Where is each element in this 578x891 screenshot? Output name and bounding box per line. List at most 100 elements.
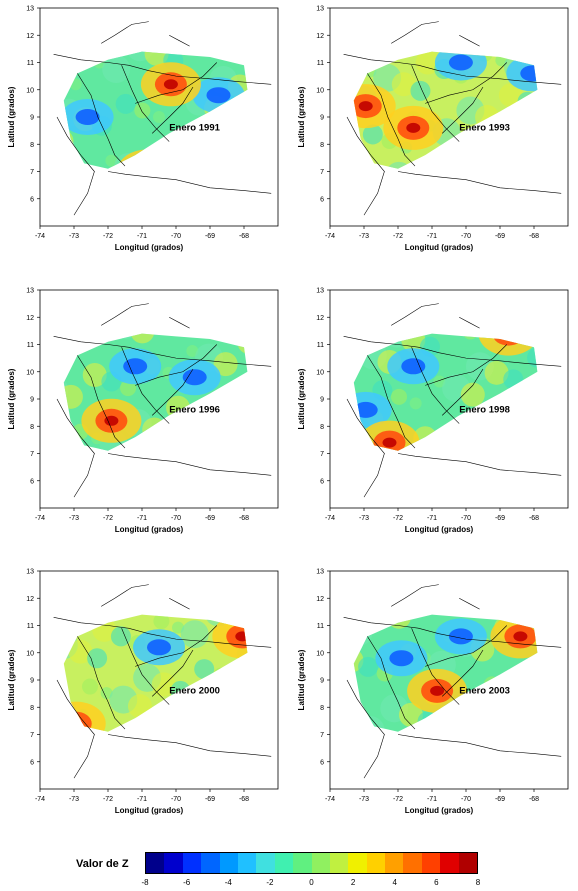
colorbar-swatch bbox=[274, 853, 294, 873]
colorbar-swatch bbox=[219, 853, 238, 873]
colorbar-swatch bbox=[311, 853, 330, 873]
y-tick-label: 13 bbox=[316, 6, 324, 13]
y-tick-label: 6 bbox=[320, 478, 324, 485]
y-tick-label: 11 bbox=[27, 60, 34, 67]
x-axis-label: Longitud (grados) bbox=[405, 806, 474, 815]
x-tick-label: -70 bbox=[461, 233, 471, 240]
panel-date-label: Enero 1991 bbox=[169, 123, 220, 134]
y-tick-label: 9 bbox=[320, 678, 324, 685]
y-tick-label: 12 bbox=[26, 33, 34, 40]
y-tick-label: 8 bbox=[320, 142, 324, 149]
y-tick-label: 12 bbox=[316, 315, 324, 322]
y-tick-label: 12 bbox=[316, 33, 324, 40]
y-tick-label: 12 bbox=[26, 315, 34, 322]
x-tick-label: -68 bbox=[239, 515, 249, 522]
x-tick-label: -69 bbox=[495, 515, 505, 522]
colorbar bbox=[145, 852, 478, 874]
y-axis-label: Latitud (grados) bbox=[7, 368, 16, 429]
y-tick-label: 10 bbox=[26, 87, 34, 94]
x-tick-label: -71 bbox=[137, 233, 147, 240]
map-panel-6: -74 -73 -72 -71 -70 -69 -68 6 7 8 9 10 11 12 13 Longitu… bbox=[290, 563, 578, 845]
x-tick-label: -69 bbox=[495, 796, 505, 803]
y-tick-label: 9 bbox=[320, 397, 324, 404]
x-tick-label: -69 bbox=[205, 233, 215, 240]
x-tick-label: -68 bbox=[239, 233, 249, 240]
colorbar-swatch bbox=[237, 853, 257, 873]
x-tick-label: -74 bbox=[35, 233, 45, 240]
y-axis-label: Latitud (grados) bbox=[297, 368, 306, 429]
fault-lines bbox=[53, 584, 272, 779]
y-tick-label: 7 bbox=[30, 732, 34, 739]
x-tick-label: -72 bbox=[103, 515, 113, 522]
colorbar-swatch bbox=[146, 853, 165, 873]
panel-date-label: Enero 1996 bbox=[169, 405, 220, 416]
x-tick-label: -74 bbox=[325, 515, 335, 522]
y-axis-label: Latitud (grados) bbox=[7, 86, 16, 147]
panel-date-label: Enero 2000 bbox=[169, 686, 220, 697]
x-axis-label: Longitud (grados) bbox=[405, 243, 474, 252]
x-tick-label: -74 bbox=[325, 796, 335, 803]
colorbar-swatch bbox=[329, 853, 349, 873]
y-tick-label: 11 bbox=[317, 342, 324, 349]
x-tick-label: -71 bbox=[427, 233, 437, 240]
x-tick-label: -71 bbox=[137, 796, 147, 803]
panel-date-label: Enero 1998 bbox=[459, 405, 510, 416]
colorbar-swatch bbox=[182, 853, 202, 873]
y-tick-label: 13 bbox=[26, 569, 34, 576]
y-tick-label: 6 bbox=[30, 196, 34, 203]
y-tick-label: 11 bbox=[317, 60, 324, 67]
y-tick-label: 12 bbox=[316, 596, 324, 603]
map-panel-3: -74 -73 -72 -71 -70 -69 -68 6 7 8 9 10 11 12 13 Longitu… bbox=[0, 282, 288, 564]
map-panel-5: -74 -73 -72 -71 -70 -69 -68 6 7 8 9 10 11 12 13 Longitu… bbox=[0, 563, 288, 845]
colorbar-tick-label: 6 bbox=[434, 878, 439, 887]
x-tick-label: -70 bbox=[171, 796, 181, 803]
x-tick-label: -72 bbox=[393, 233, 403, 240]
colorbar-tick-label: 4 bbox=[392, 878, 397, 887]
x-tick-label: -70 bbox=[171, 515, 181, 522]
x-axis-label: Longitud (grados) bbox=[405, 525, 474, 534]
y-tick-label: 8 bbox=[30, 142, 34, 149]
y-tick-label: 6 bbox=[320, 196, 324, 203]
y-tick-label: 8 bbox=[30, 705, 34, 712]
x-tick-label: -69 bbox=[495, 233, 505, 240]
y-tick-label: 6 bbox=[30, 478, 34, 485]
colorbar-tick-label: 8 bbox=[475, 878, 481, 887]
y-tick-label: 10 bbox=[316, 650, 324, 657]
colorbar-swatch bbox=[348, 853, 367, 873]
x-axis-label: Longitud (grados) bbox=[115, 806, 184, 815]
y-tick-label: 10 bbox=[316, 369, 324, 376]
y-axis-label: Latitud (grados) bbox=[297, 649, 306, 710]
fault-lines bbox=[53, 303, 272, 498]
y-tick-label: 7 bbox=[30, 451, 34, 458]
x-tick-label: -74 bbox=[35, 796, 45, 803]
y-tick-label: 12 bbox=[26, 596, 34, 603]
y-tick-label: 10 bbox=[316, 87, 324, 94]
x-tick-label: -70 bbox=[461, 796, 471, 803]
y-axis-label: Latitud (grados) bbox=[297, 86, 306, 147]
x-tick-label: -74 bbox=[325, 233, 335, 240]
y-tick-label: 9 bbox=[30, 397, 34, 404]
x-tick-label: -69 bbox=[205, 796, 215, 803]
x-tick-label: -72 bbox=[103, 233, 113, 240]
colorbar-swatch bbox=[458, 853, 478, 873]
y-tick-label: 13 bbox=[316, 569, 324, 576]
y-tick-label: 7 bbox=[320, 169, 324, 176]
x-tick-label: -71 bbox=[137, 515, 147, 522]
x-tick-label: -73 bbox=[359, 233, 369, 240]
colorbar-swatch bbox=[164, 853, 183, 873]
x-tick-label: -69 bbox=[205, 515, 215, 522]
y-tick-label: 7 bbox=[30, 169, 34, 176]
colorbar-tick-label: -2 bbox=[266, 878, 274, 887]
map-panel-4: -74 -73 -72 -71 -70 -69 -68 6 7 8 9 10 11 12 13 Longitu… bbox=[290, 282, 578, 564]
y-tick-label: 9 bbox=[30, 678, 34, 685]
x-tick-label: -68 bbox=[529, 233, 539, 240]
colorbar-tick-label: -6 bbox=[183, 878, 191, 887]
y-tick-label: 6 bbox=[30, 759, 34, 766]
x-tick-label: -71 bbox=[427, 796, 437, 803]
y-tick-label: 11 bbox=[27, 623, 34, 630]
y-axis-label: Latitud (grados) bbox=[7, 649, 16, 710]
colorbar-tick-label: -8 bbox=[141, 878, 149, 887]
x-tick-label: -73 bbox=[69, 796, 79, 803]
x-tick-label: -73 bbox=[359, 515, 369, 522]
colorbar-swatch bbox=[421, 853, 441, 873]
